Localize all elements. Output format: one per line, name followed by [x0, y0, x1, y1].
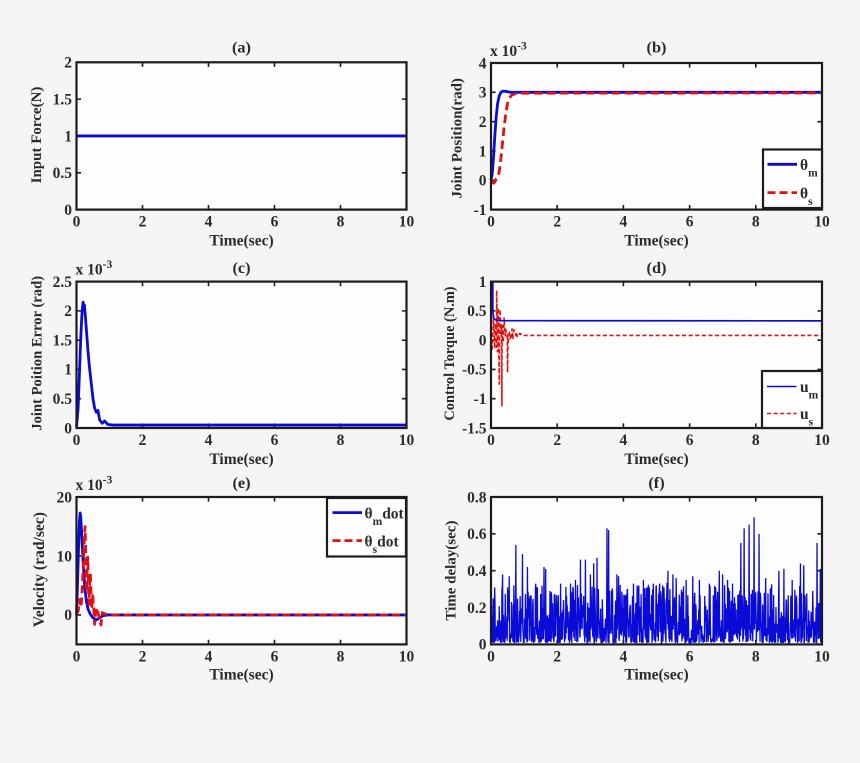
svg-text:0: 0	[73, 649, 81, 666]
svg-text:0.4: 0.4	[467, 563, 487, 580]
svg-text:0: 0	[479, 173, 487, 190]
svg-text:1: 1	[64, 128, 72, 145]
svg-text:10: 10	[814, 214, 830, 231]
svg-text:10: 10	[814, 649, 830, 666]
svg-text:2: 2	[139, 649, 147, 666]
svg-text:0.2: 0.2	[467, 600, 487, 617]
svg-text:4: 4	[205, 214, 213, 231]
svg-text:6: 6	[271, 649, 279, 666]
svg-text:0: 0	[487, 649, 495, 666]
svg-text:4: 4	[620, 214, 628, 231]
svg-text:4: 4	[620, 432, 628, 449]
svg-text:6: 6	[686, 214, 694, 231]
svg-text:8: 8	[752, 649, 760, 666]
svg-text:10: 10	[399, 432, 415, 449]
svg-text:0: 0	[487, 214, 495, 231]
svg-text:10: 10	[399, 214, 415, 231]
svg-text:2: 2	[553, 214, 561, 231]
svg-text:20: 20	[57, 489, 73, 506]
svg-text:0: 0	[64, 607, 72, 624]
svg-text:0: 0	[73, 432, 81, 449]
svg-text:8: 8	[752, 432, 760, 449]
svg-text:0.8: 0.8	[467, 489, 487, 506]
svg-text:10: 10	[399, 649, 415, 666]
svg-text:(f): (f)	[648, 473, 664, 492]
svg-text:Time delay(sec): Time delay(sec)	[444, 521, 460, 621]
svg-text:0.5: 0.5	[467, 303, 487, 320]
svg-text:1: 1	[479, 274, 487, 291]
svg-text:10: 10	[814, 432, 830, 449]
svg-text:4: 4	[479, 55, 487, 72]
svg-text:8: 8	[337, 214, 345, 231]
svg-text:Time(sec): Time(sec)	[209, 233, 273, 250]
svg-text:0.5: 0.5	[53, 165, 73, 182]
svg-text:6: 6	[271, 214, 279, 231]
svg-text:Time(sec): Time(sec)	[624, 451, 688, 468]
svg-text:0: 0	[64, 420, 72, 437]
svg-text:6: 6	[686, 432, 694, 449]
svg-text:Time(sec): Time(sec)	[209, 451, 273, 468]
svg-text:2: 2	[64, 303, 72, 320]
svg-text:2: 2	[139, 214, 147, 231]
svg-text:-1.5: -1.5	[462, 420, 487, 437]
svg-text:10: 10	[57, 548, 73, 565]
svg-text:4: 4	[620, 649, 628, 666]
svg-text:0: 0	[479, 332, 487, 349]
svg-text:1: 1	[479, 143, 487, 160]
svg-text:0: 0	[73, 214, 81, 231]
svg-text:2.5: 2.5	[53, 274, 73, 291]
svg-text:-0.5: -0.5	[462, 362, 487, 379]
svg-text:1: 1	[64, 362, 72, 379]
svg-text:0: 0	[487, 432, 495, 449]
svg-text:8: 8	[337, 649, 345, 666]
svg-text:(e): (e)	[232, 473, 250, 492]
svg-text:(d): (d)	[647, 258, 667, 277]
svg-text:0: 0	[479, 637, 487, 654]
svg-text:Time(sec): Time(sec)	[209, 667, 273, 684]
svg-text:2: 2	[64, 55, 72, 72]
svg-text:Input Force(N): Input Force(N)	[29, 87, 45, 184]
svg-text:-1: -1	[474, 391, 487, 408]
svg-text:(c): (c)	[232, 258, 250, 277]
svg-text:Joint Position(rad): Joint Position(rad)	[450, 78, 466, 198]
svg-text:3: 3	[479, 85, 487, 102]
svg-text:6: 6	[686, 649, 694, 666]
svg-text:8: 8	[752, 214, 760, 231]
svg-text:1.5: 1.5	[53, 332, 73, 349]
svg-text:8: 8	[337, 432, 345, 449]
svg-text:(a): (a)	[232, 38, 251, 57]
svg-text:Time(sec): Time(sec)	[624, 233, 688, 250]
svg-text:(b): (b)	[647, 38, 667, 57]
svg-text:Joint Poition Error (rad): Joint Poition Error (rad)	[30, 276, 46, 431]
svg-text:2: 2	[139, 432, 147, 449]
svg-text:2: 2	[553, 649, 561, 666]
svg-text:0.5: 0.5	[53, 391, 73, 408]
svg-text:0: 0	[64, 202, 72, 219]
svg-text:Time(sec): Time(sec)	[624, 667, 688, 684]
svg-text:4: 4	[205, 432, 213, 449]
svg-text:2: 2	[479, 114, 487, 131]
svg-text:-1: -1	[474, 202, 487, 219]
svg-text:1.5: 1.5	[53, 91, 73, 108]
svg-text:0.6: 0.6	[467, 526, 487, 543]
svg-text:4: 4	[205, 649, 213, 666]
svg-text:2: 2	[553, 432, 561, 449]
svg-text:6: 6	[271, 432, 279, 449]
svg-text:Control Torque (N.m): Control Torque (N.m)	[442, 286, 458, 420]
svg-text:Velocity (rad/sec): Velocity (rad/sec)	[31, 512, 48, 627]
